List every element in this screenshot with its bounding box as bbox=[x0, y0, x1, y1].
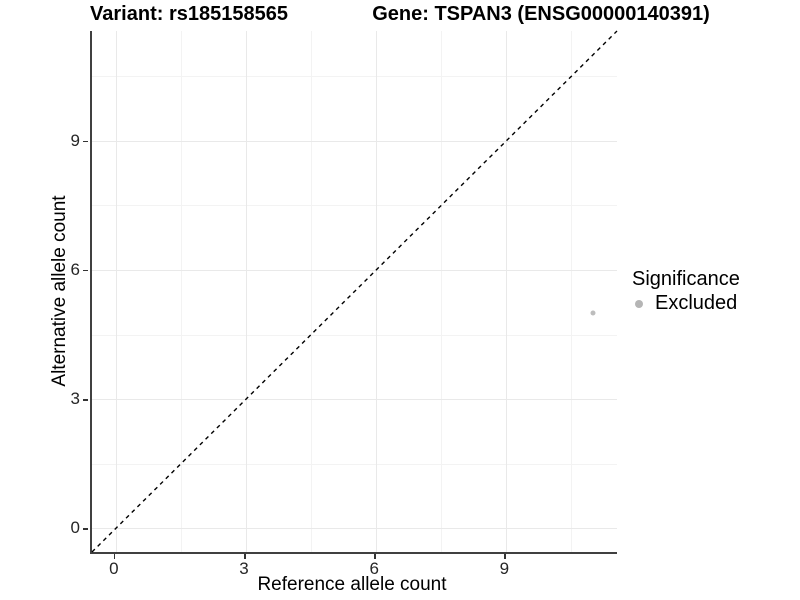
x-gridline-major bbox=[506, 31, 508, 552]
y-tick-mark bbox=[83, 269, 88, 272]
legend-title: Significance bbox=[632, 268, 740, 290]
x-tick-label: 6 bbox=[369, 559, 379, 578]
legend-item: Excluded bbox=[632, 292, 740, 315]
x-axis-title: Reference allele count bbox=[257, 574, 447, 595]
y-tick-mark bbox=[83, 528, 88, 530]
x-tick-mark bbox=[244, 554, 246, 559]
y-gridline-minor bbox=[92, 205, 617, 207]
y-tick-mark bbox=[83, 140, 88, 143]
y-gridline-major bbox=[92, 399, 617, 401]
legend-items: Excluded bbox=[632, 292, 740, 315]
x-tick-label: 9 bbox=[499, 559, 510, 578]
gene-title: Gene: TSPAN3 (ENSG00000140391) bbox=[372, 3, 710, 25]
plot-panel bbox=[90, 30, 618, 554]
y-gridline-minor bbox=[92, 334, 617, 336]
x-gridline-minor bbox=[180, 31, 182, 552]
x-gridline-minor bbox=[571, 31, 573, 552]
y-tick-label: 0 bbox=[70, 518, 80, 538]
legend: Significance Excluded bbox=[632, 268, 740, 315]
variant-title: Variant: rs185158565 bbox=[90, 3, 288, 25]
identity-line-layer bbox=[91, 30, 618, 553]
x-gridline-major bbox=[115, 31, 117, 552]
x-tick-label: 3 bbox=[239, 559, 249, 578]
y-gridline-major bbox=[92, 528, 617, 530]
y-axis-title: Alternative allele count bbox=[49, 195, 70, 387]
y-tick-label: 3 bbox=[70, 389, 80, 409]
x-gridline-major bbox=[246, 31, 248, 552]
y-gridline-minor bbox=[92, 463, 617, 465]
legend-item-label: Excluded bbox=[655, 292, 738, 314]
identity-dashed-line bbox=[91, 30, 618, 553]
x-tick-mark bbox=[374, 554, 376, 559]
y-tick-mark bbox=[83, 399, 88, 401]
x-gridline-minor bbox=[311, 31, 313, 552]
y-gridline-major bbox=[92, 269, 617, 271]
data-point bbox=[590, 310, 596, 316]
x-gridline-major bbox=[376, 31, 378, 552]
y-tick-label: 9 bbox=[70, 130, 80, 150]
y-tick-label: 6 bbox=[70, 259, 80, 279]
legend-key-dot bbox=[635, 299, 643, 308]
x-tick-label: 0 bbox=[109, 559, 119, 578]
y-gridline-major bbox=[92, 140, 617, 142]
x-gridline-minor bbox=[441, 31, 443, 552]
y-gridline-minor bbox=[92, 76, 617, 78]
x-tick-mark bbox=[113, 554, 116, 559]
x-tick-mark bbox=[504, 554, 506, 559]
